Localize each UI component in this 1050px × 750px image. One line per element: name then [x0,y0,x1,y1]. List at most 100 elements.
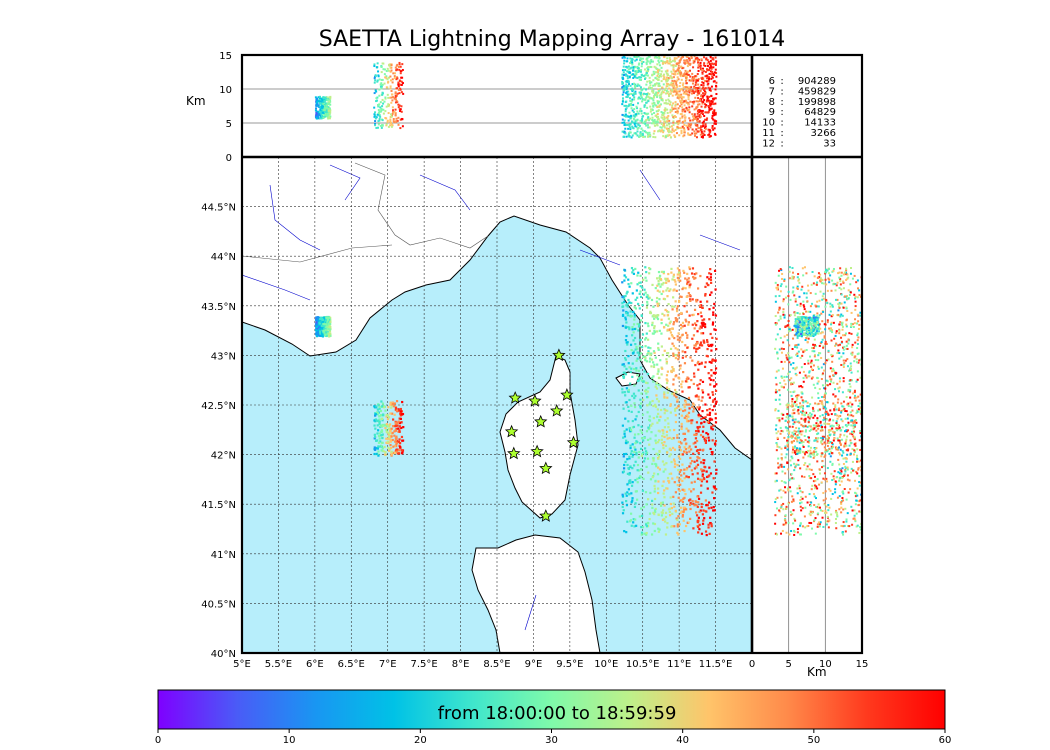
lightning-source [315,316,318,319]
lightning-source-altitude [858,475,861,478]
lightning-source-altitude [692,116,695,119]
lightning-source-altitude [669,89,672,92]
lightning-source [657,480,660,483]
lightning-source-altitude [824,305,827,308]
lightning-source-altitude [832,369,835,372]
lightning-source-altitude [856,332,859,335]
lightning-source [665,360,668,364]
lightning-source-altitude [853,274,856,277]
lightning-source-altitude [812,493,815,496]
lightning-source [393,451,397,455]
lma-station-marker [530,444,544,458]
lightning-source [677,271,681,274]
lightning-source-altitude [665,135,668,138]
lightning-source-altitude [327,117,330,120]
lightning-source [381,414,385,417]
lightning-source [654,316,657,319]
lightning-source [645,503,648,506]
lightning-source-altitude [315,117,318,120]
lightning-source [701,306,704,309]
lightning-source-altitude [695,75,698,78]
lightning-source-altitude [673,85,676,88]
station-count-value: 199898 [798,97,836,108]
lightning-source [621,495,625,498]
lightning-source-altitude [790,436,793,439]
lightning-source [696,472,699,475]
lightning-source [666,526,669,529]
lightning-source [326,330,329,333]
lightning-source-altitude [827,349,830,352]
lightning-source-altitude [816,376,819,379]
lightning-source [659,385,662,388]
lightning-source [622,455,625,458]
lightning-source-altitude [795,366,798,369]
lightning-source [382,406,386,409]
lightning-source [381,424,384,428]
lightning-source [665,487,668,490]
lightning-source-altitude [653,118,656,121]
lightning-source [628,493,631,496]
lightning-source-altitude [632,76,635,79]
lightning-source-altitude [657,82,660,85]
lightning-source [706,300,709,303]
lightning-source-altitude [812,383,815,386]
lightning-source [636,296,639,299]
lightning-source-altitude [799,356,802,359]
lightning-source-altitude [668,87,671,90]
lightning-source [695,511,698,514]
lightning-source-altitude [835,509,838,512]
lightning-source-altitude [858,510,861,513]
lightning-source [652,511,655,514]
lightning-source-altitude [711,125,714,128]
lightning-source [708,277,711,281]
lightning-source-altitude [630,88,633,91]
lightning-source-altitude [396,119,399,122]
lightning-source-altitude [632,67,635,70]
side-panel-sources [774,266,862,536]
lightning-source [710,523,713,526]
lightning-source [326,319,329,323]
lightning-source [636,463,640,467]
lightning-source-altitude [685,61,688,64]
lightning-source [644,491,648,494]
lightning-source-altitude [623,119,626,122]
lightning-source-altitude [793,529,796,532]
lightning-source [682,510,685,514]
lightning-source-altitude [851,343,854,346]
lightning-source-altitude [637,70,640,73]
lightning-source [623,391,626,394]
lightning-source [624,326,627,329]
lightning-source [698,406,701,409]
lightning-source-altitude [680,103,683,106]
lightning-source-altitude [853,293,856,296]
lightning-source [715,337,718,340]
lightning-source [701,396,704,399]
lightning-source [644,338,647,341]
lightning-source-altitude [799,430,802,433]
lightning-source [644,276,647,279]
lightning-source-altitude [318,105,321,108]
lightning-source [677,332,680,335]
lightning-source-altitude [694,90,697,93]
lightning-source [636,357,639,360]
lightning-source [317,323,320,326]
lightning-source-altitude [680,113,683,116]
lightning-source [693,480,696,483]
lightning-source-altitude [644,135,647,138]
lightning-source-altitude [821,279,824,282]
lightning-source [641,514,644,517]
lightning-source-altitude [700,98,703,101]
lightning-source-altitude [646,131,649,134]
lightning-source-altitude [682,89,685,92]
lightning-source-altitude [667,62,670,65]
lightning-source-altitude [670,83,673,86]
lightning-source-altitude [854,491,857,494]
lightning-source [384,453,387,456]
lightning-source [647,522,650,525]
lightning-source [677,351,680,354]
lightning-source-altitude [714,68,717,71]
lightning-source-altitude [658,68,661,71]
lightning-source-altitude [685,76,688,79]
lightning-source-altitude [638,78,641,81]
lightning-source-altitude [656,112,659,115]
